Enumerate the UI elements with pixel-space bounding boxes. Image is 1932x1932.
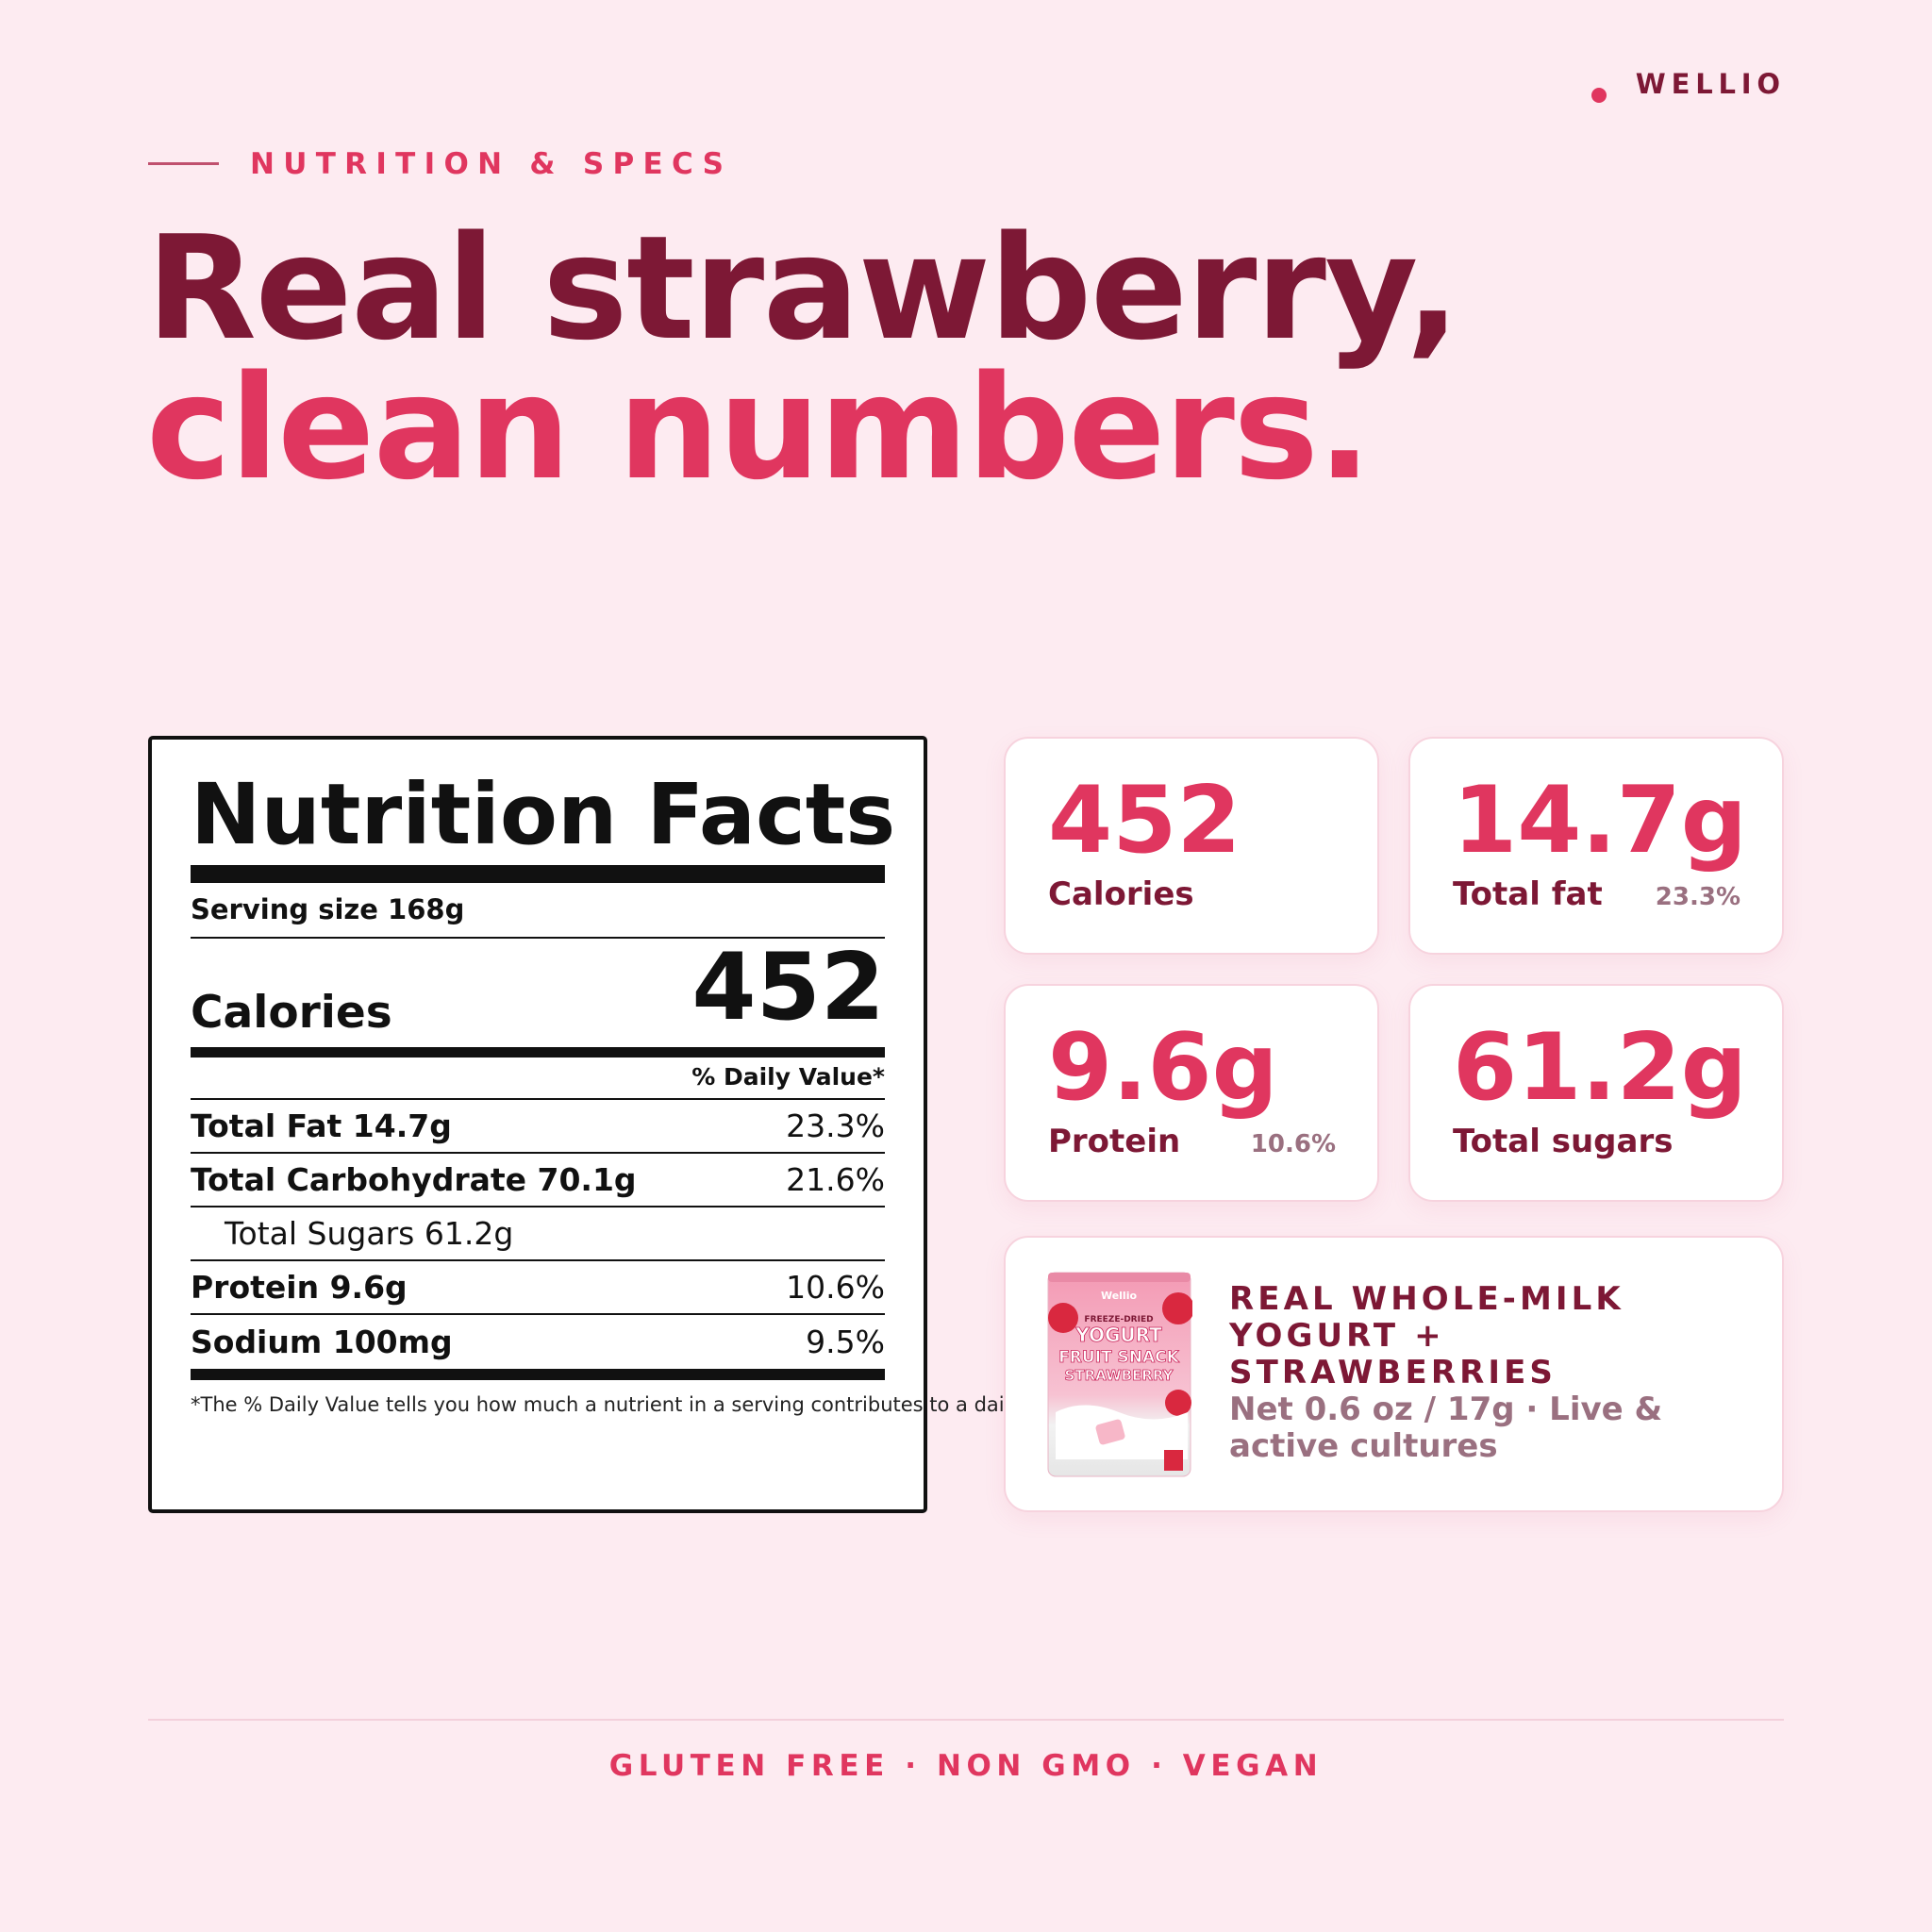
stat-label: Total sugars bbox=[1453, 1123, 1674, 1160]
nutrient-daily-value: 9.5% bbox=[806, 1324, 885, 1360]
footer-claims: GLUTEN FREE · NON GMO · VEGAN bbox=[608, 1749, 1324, 1783]
brand: WELLIO bbox=[1635, 68, 1786, 100]
nutrient-row: Protein 9.6g 10.6% bbox=[191, 1261, 885, 1315]
brand-dot bbox=[1591, 88, 1607, 103]
nutrient-row: Total Sugars 61.2g bbox=[191, 1208, 885, 1261]
stat-label: Calories bbox=[1048, 875, 1194, 913]
rule bbox=[191, 937, 885, 939]
product-card: Wellio FREEZE-DRIED YOGURT FRUIT SNACK S… bbox=[1004, 1236, 1784, 1512]
stat-card: 14.7g Total fat 23.3% bbox=[1408, 737, 1784, 955]
product-pouch: Wellio FREEZE-DRIED YOGURT FRUIT SNACK S… bbox=[1047, 1272, 1192, 1477]
nutrient-label: Protein 9.6g bbox=[191, 1269, 408, 1306]
pouch-text: YOGURT bbox=[1074, 1324, 1162, 1346]
pouch-brand: Wellio bbox=[1101, 1290, 1138, 1302]
rule bbox=[191, 1047, 885, 1058]
eyebrow: NUTRITION & SPECS bbox=[250, 147, 733, 181]
rule bbox=[191, 865, 885, 883]
stat-card: 61.2g Total sugars bbox=[1408, 984, 1784, 1202]
nutrient-row: Total Fat 14.7g 23.3% bbox=[191, 1100, 885, 1154]
product-subtitle: Net 0.6 oz / 17g · Live & active culture… bbox=[1229, 1391, 1663, 1465]
label-title: Nutrition Facts bbox=[191, 765, 896, 863]
stat-value: 452 bbox=[1048, 767, 1241, 874]
stat-card: 9.6g Protein 10.6% bbox=[1004, 984, 1379, 1202]
nutrient-row: Sodium 100mg 9.5% bbox=[191, 1315, 885, 1369]
footnote: *The % Daily Value tells you how much a … bbox=[191, 1393, 1640, 1416]
nutrient-label: Total Carbohydrate 70.1g bbox=[191, 1161, 637, 1198]
stat-daily-value: 23.3% bbox=[1655, 883, 1740, 911]
daily-value-header: % Daily Value* bbox=[691, 1063, 885, 1091]
nutrient-label: Total Fat 14.7g bbox=[191, 1108, 452, 1144]
serving-size: Serving size 168g bbox=[191, 893, 465, 925]
stat-card: 452 Calories bbox=[1004, 737, 1379, 955]
nutrient-row: Total Carbohydrate 70.1g 21.6% bbox=[191, 1154, 885, 1208]
pouch-text: FRUIT SNACK bbox=[1058, 1348, 1179, 1367]
calories-value: 452 bbox=[691, 934, 885, 1041]
pouch-text: FREEZE-DRIED bbox=[1084, 1315, 1153, 1324]
product-title: REAL WHOLE-MILK YOGURT + STRAWBERRIES bbox=[1229, 1280, 1624, 1391]
nutrition-label: Nutrition Facts Serving size 168g Calori… bbox=[148, 736, 1640, 1513]
stat-daily-value: 10.6% bbox=[1250, 1130, 1336, 1158]
nutrient-label: Sodium 100mg bbox=[191, 1324, 453, 1360]
calories-label: Calories bbox=[191, 987, 392, 1039]
stat-value: 9.6g bbox=[1048, 1014, 1278, 1122]
footer-rule bbox=[148, 1719, 1784, 1721]
nutrient-rows: Total Fat 14.7g 23.3% Total Carbohydrate 7… bbox=[191, 1100, 885, 1369]
headline: clean numbers. bbox=[146, 344, 1372, 511]
stat-value: 14.7g bbox=[1453, 767, 1747, 874]
headline: Real strawberry, bbox=[146, 205, 1460, 372]
eyebrow-rule bbox=[148, 162, 219, 165]
nutrient-label: Total Sugars 61.2g bbox=[225, 1215, 514, 1252]
rule bbox=[191, 1098, 885, 1100]
rule bbox=[191, 1369, 885, 1380]
stat-label: Protein bbox=[1048, 1123, 1181, 1160]
stat-value: 61.2g bbox=[1453, 1014, 1747, 1122]
stat-label: Total fat bbox=[1453, 875, 1603, 913]
pouch-text: STRAWBERRY bbox=[1065, 1367, 1174, 1384]
nutrient-daily-value: 21.6% bbox=[786, 1161, 885, 1198]
nutrient-daily-value: 10.6% bbox=[786, 1269, 885, 1306]
nutrient-daily-value: 23.3% bbox=[786, 1108, 885, 1144]
